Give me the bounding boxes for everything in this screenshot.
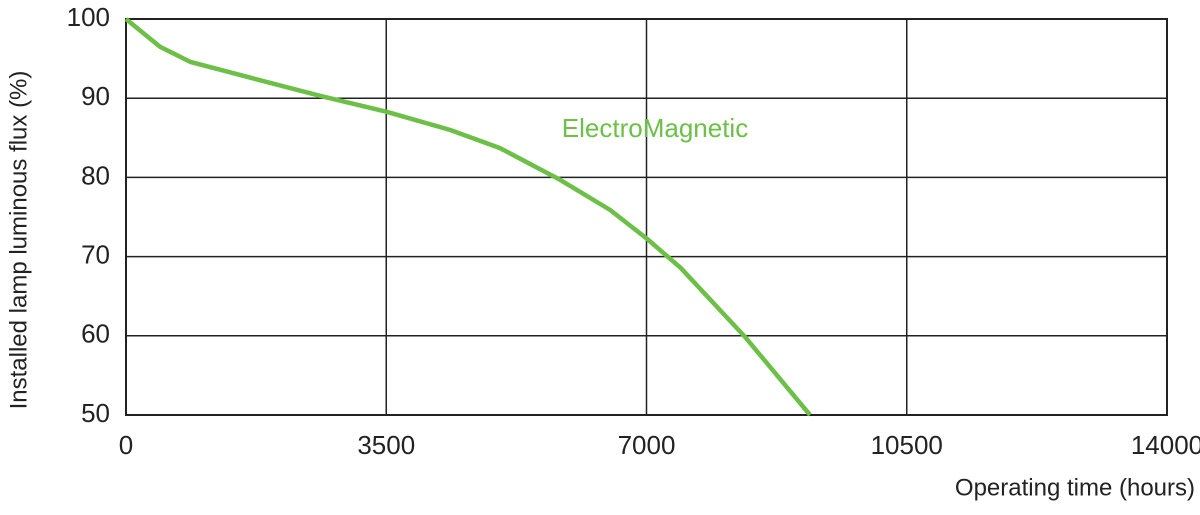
- x-tick-label: 3500: [357, 430, 415, 460]
- y-tick-label: 60: [81, 319, 110, 349]
- y-tick-label: 70: [81, 239, 110, 269]
- x-tick-label: 14000: [1131, 430, 1200, 460]
- x-tick-label: 10500: [871, 430, 943, 460]
- y-axis-label: Installed lamp luminous flux (%): [5, 71, 32, 410]
- y-tick-label: 90: [81, 81, 110, 111]
- plot-frame: [125, 18, 1168, 416]
- x-axis-label: Operating time (hours): [955, 474, 1195, 501]
- x-tick-label: 0: [119, 430, 133, 460]
- y-tick-label: 100: [67, 2, 110, 32]
- series-line: [124, 17, 812, 417]
- x-tick-label: 7000: [618, 430, 676, 460]
- y-tick-label: 80: [81, 160, 110, 190]
- series-label: ElectroMagnetic: [562, 113, 748, 143]
- y-tick-label: 50: [81, 398, 110, 428]
